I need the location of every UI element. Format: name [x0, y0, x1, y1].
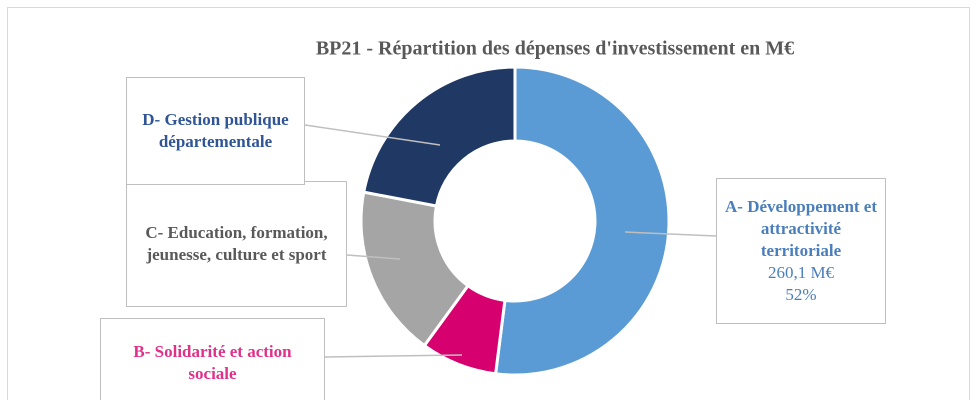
frame — [7, 7, 970, 400]
category-label: A- Développement et attractivité territo… — [725, 197, 878, 260]
leader-line — [346, 254, 401, 260]
category-label: D- Gestion publique départementale — [142, 110, 289, 151]
donut-slice — [361, 65, 517, 208]
percent-label: 52% — [785, 285, 817, 304]
leader-line — [304, 124, 441, 146]
donut-slice — [493, 65, 671, 377]
value-label: 260,1 M€ — [767, 263, 835, 282]
leader-line — [324, 354, 463, 358]
slice-label: B- Solidarité et action sociale — [100, 318, 325, 400]
slice-label: A- Développement et attractivité territo… — [716, 178, 886, 324]
category-label: B- Solidarité et action sociale — [133, 342, 292, 383]
slice-label: D- Gestion publique départementale — [126, 77, 305, 185]
slice-label: C- Education, formation, jeunesse, cultu… — [126, 181, 347, 307]
leader-line — [624, 231, 717, 237]
category-label: C- Education, formation, jeunesse, cultu… — [145, 223, 328, 264]
chart-title: BP21 - Répartition des dépenses d'invest… — [316, 38, 794, 60]
